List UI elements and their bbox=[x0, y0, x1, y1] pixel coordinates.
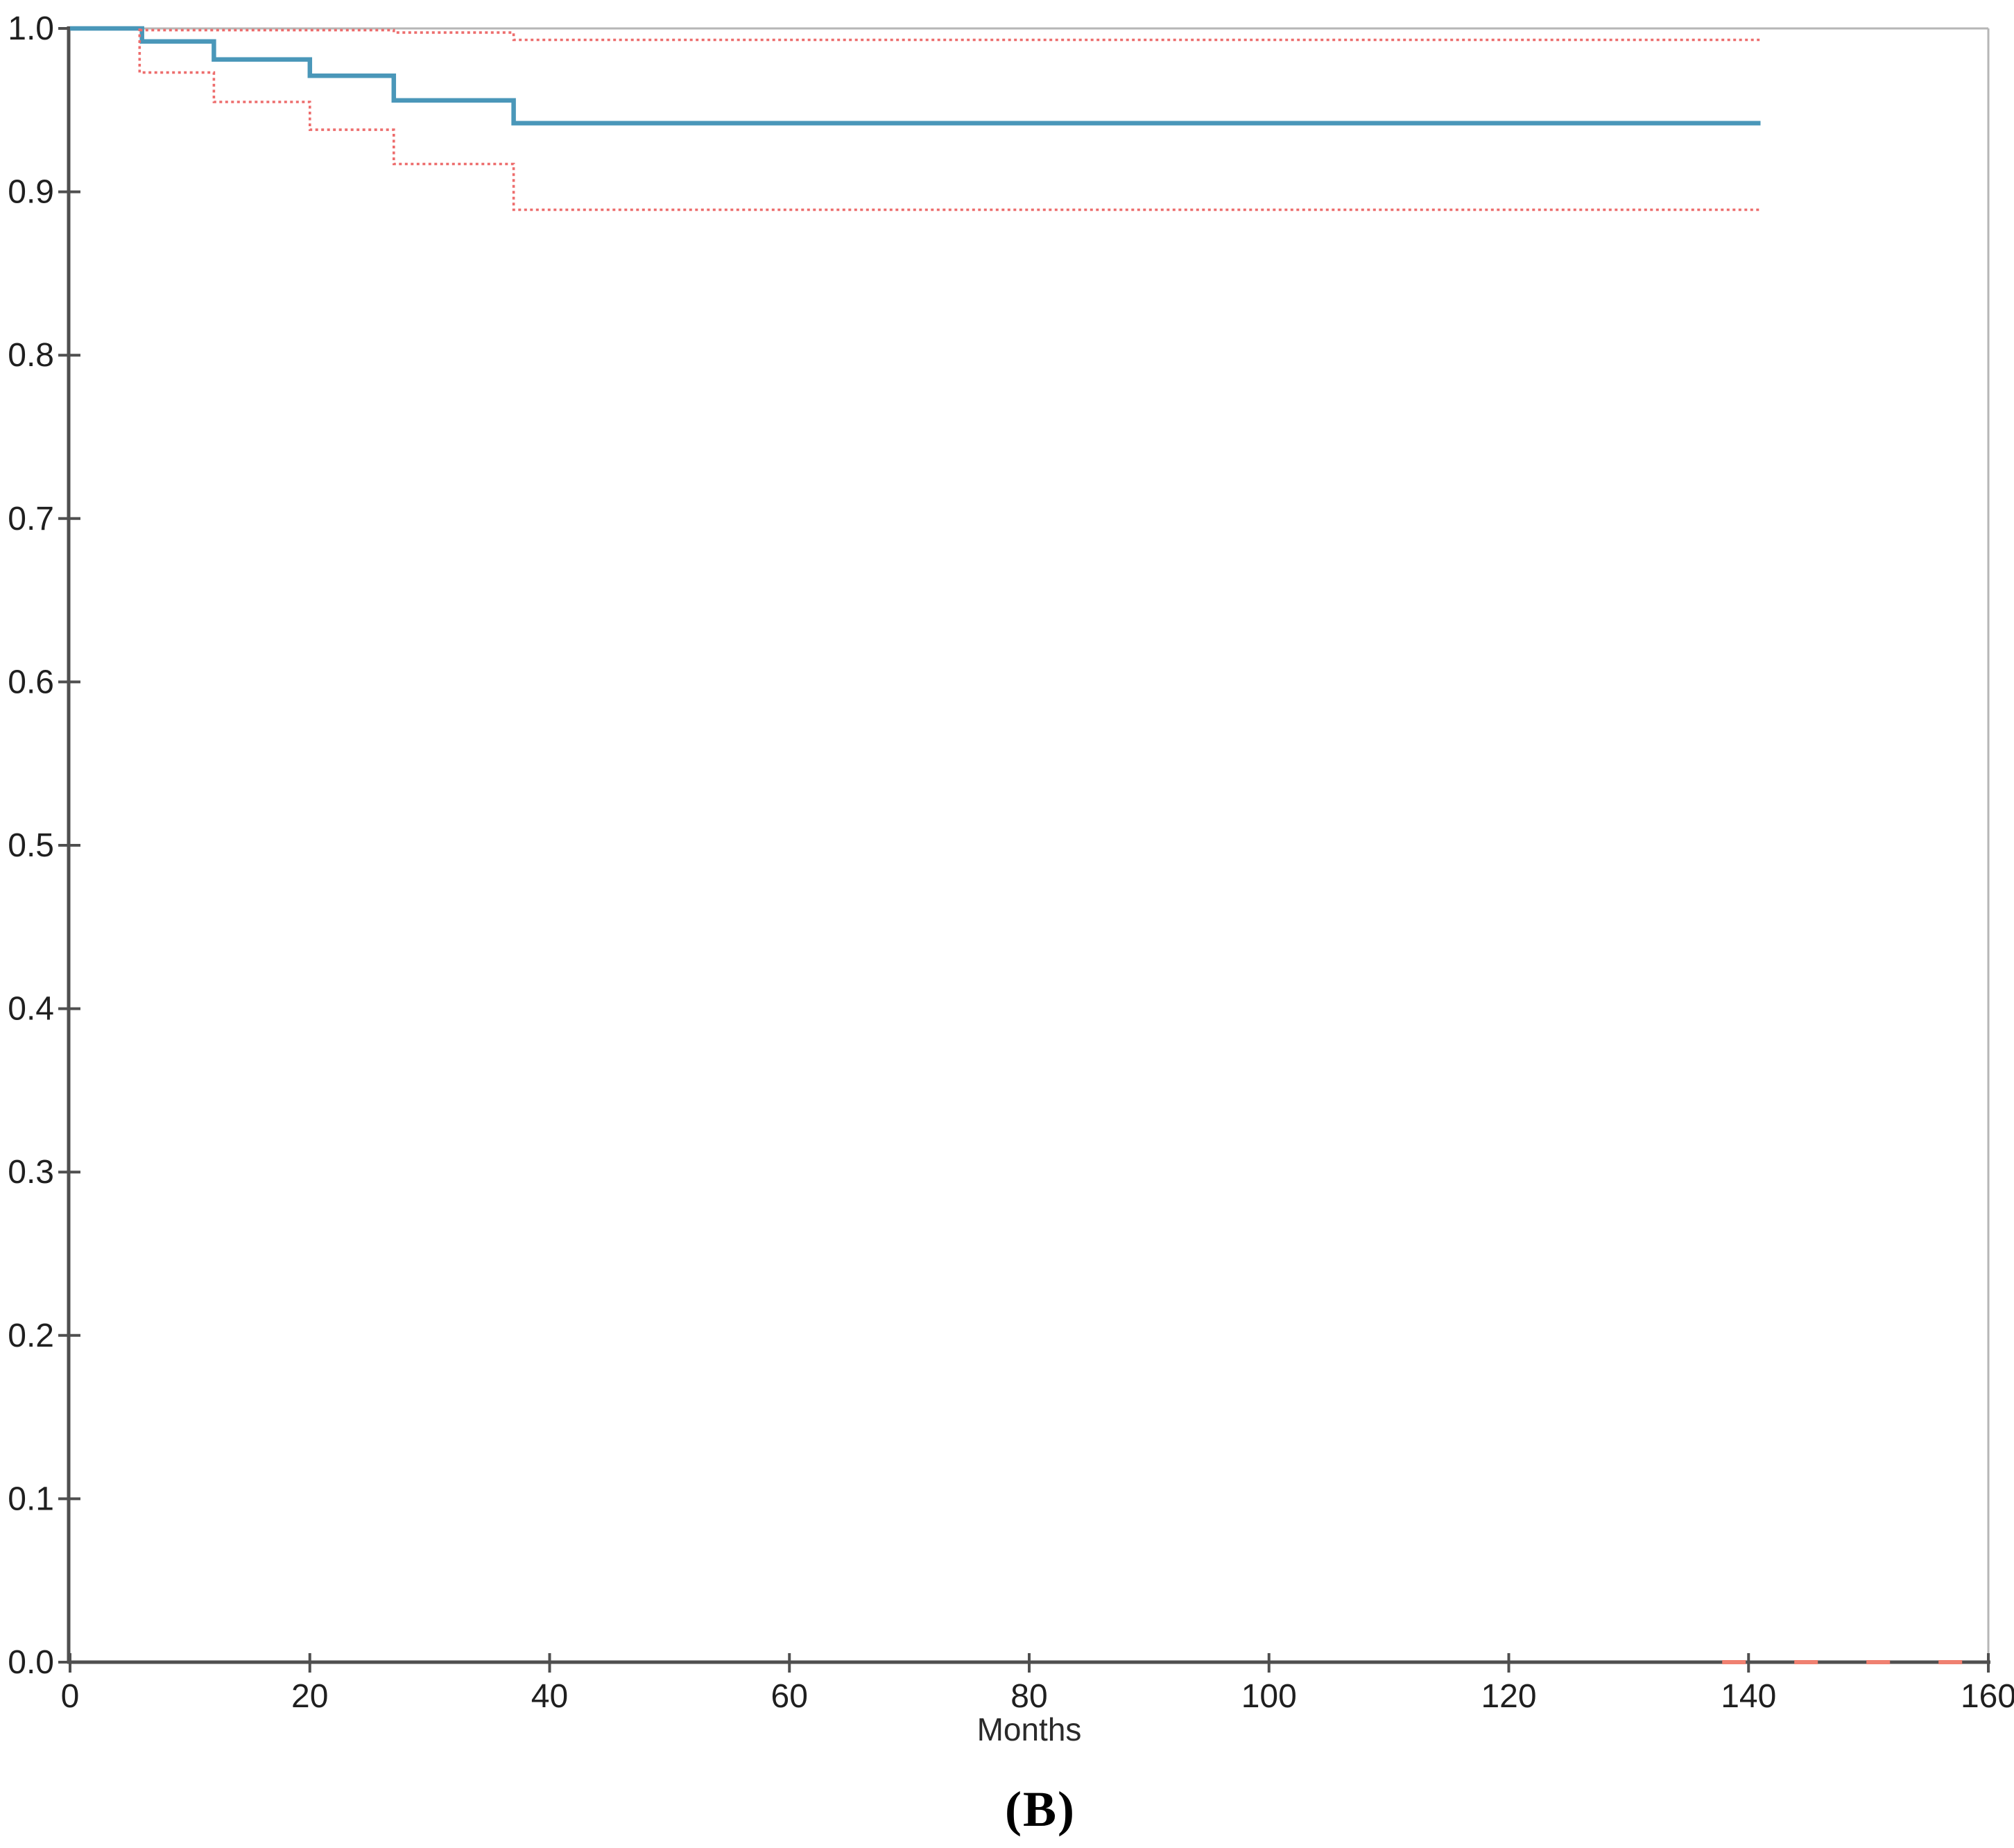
y-tick-label: 0.4 bbox=[8, 991, 54, 1028]
x-tick-label: 20 bbox=[291, 1678, 328, 1715]
y-tick-label: 0.3 bbox=[8, 1154, 54, 1191]
y-tick-label: 0.9 bbox=[8, 174, 54, 211]
y-tick-label: 1.0 bbox=[8, 10, 54, 47]
x-tick-label: 40 bbox=[531, 1678, 568, 1715]
lower-95ci-line bbox=[138, 28, 1761, 211]
x-axis-title: Months bbox=[977, 1711, 1082, 1747]
x-tick-label: 60 bbox=[771, 1678, 808, 1715]
x-tick-label: 160 bbox=[1961, 1678, 2014, 1715]
x-tick-label: 140 bbox=[1721, 1678, 1776, 1715]
x-tick-label: 120 bbox=[1481, 1678, 1536, 1715]
x-tick-label: 0 bbox=[61, 1678, 80, 1715]
y-tick-label: 0.8 bbox=[8, 337, 54, 374]
y-tick-label: 0.7 bbox=[8, 501, 54, 537]
y-tick-label: 0.2 bbox=[8, 1318, 54, 1354]
survival-estimate-line bbox=[70, 26, 1761, 126]
tail-zero-segment-line bbox=[1722, 1642, 1988, 1664]
y-tick-label: 0.6 bbox=[8, 664, 54, 700]
y-tick-label: 0.1 bbox=[8, 1480, 54, 1517]
x-tick-label: 100 bbox=[1241, 1678, 1297, 1715]
y-tick-label: 0.0 bbox=[8, 1644, 54, 1681]
x-tick-label: 80 bbox=[1010, 1678, 1047, 1715]
y-tick-label: 0.5 bbox=[8, 827, 54, 864]
upper-95ci-line bbox=[139, 28, 1761, 42]
figure-caption: (B) bbox=[1005, 1781, 1076, 1837]
